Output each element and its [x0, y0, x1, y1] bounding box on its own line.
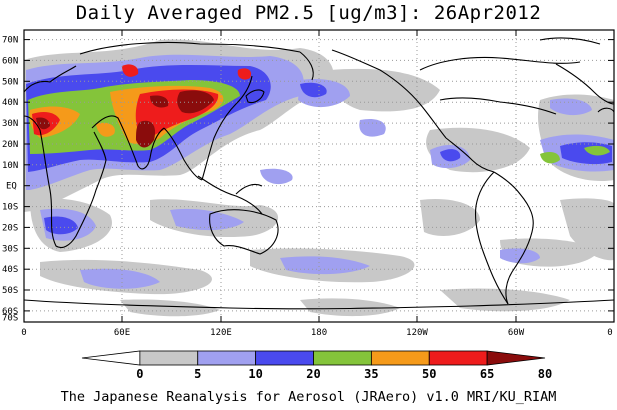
lat-label: 40N	[2, 98, 18, 108]
colorbar-swatch	[255, 350, 314, 366]
colorbar-tick-label: 35	[364, 367, 378, 381]
lat-lon-grid	[24, 30, 614, 322]
lat-labels: 70N 60N 50N 40N 30N 20N 10N EQ 10S 20S 3…	[2, 36, 18, 324]
lon-label: 0	[607, 328, 612, 338]
colorbar-tick-label: 5	[194, 367, 201, 381]
lat-label: 30N	[2, 119, 18, 129]
lat-label: 20S	[2, 223, 18, 233]
lon-label: 60W	[508, 328, 525, 338]
lat-label: 50N	[2, 77, 18, 87]
colorbar-tick-label: 20	[306, 367, 320, 381]
lon-label: 120W	[406, 328, 428, 338]
lon-label: 0	[21, 328, 26, 338]
colorbar-swatch	[313, 350, 372, 366]
colorbar-swatch	[486, 350, 546, 366]
colorbar-tick-label: 0	[136, 367, 143, 381]
lon-labels: 0 60E 120E 180 120W 60W 0	[21, 328, 612, 338]
lat-label: 30S	[2, 244, 18, 254]
lat-label: 20N	[2, 140, 18, 150]
colorbar: 0 5 10 20 35 50 65 80	[81, 350, 552, 381]
axis-ticks	[23, 30, 615, 322]
lat-label: 10S	[2, 203, 18, 213]
lat-label: 70S	[2, 314, 18, 324]
footer-credit: The Japanese Reanalysis for Aerosol (JRA…	[60, 389, 557, 405]
colorbar-tick-label: 10	[248, 367, 262, 381]
colorbar-swatch	[197, 350, 257, 366]
colorbar-tick-label: 50	[422, 367, 436, 381]
colorbar-swatch	[428, 350, 488, 366]
colorbar-swatch	[139, 350, 199, 366]
lat-label: 50S	[2, 286, 18, 296]
lon-label: 60E	[114, 328, 130, 338]
colorbar-tick-label: 80	[538, 367, 552, 381]
colorbar-swatch	[370, 350, 430, 366]
colorbar-tick-label: 65	[480, 367, 494, 381]
coastlines	[24, 37, 614, 310]
lon-label: 120E	[210, 328, 232, 338]
colorbar-swatch	[81, 350, 141, 366]
lat-label: 60S	[2, 307, 18, 317]
lat-label: 10N	[2, 161, 18, 171]
pm25-level-80-plus	[36, 90, 214, 148]
lat-label: 40S	[2, 265, 18, 275]
lon-label: 180	[311, 328, 327, 338]
page-title: Daily Averaged PM2.5 [ug/m3]: 26Apr2012	[75, 2, 542, 24]
lat-label: 70N	[2, 36, 18, 46]
lat-label: 60N	[2, 56, 18, 66]
lat-label: EQ	[6, 182, 17, 192]
